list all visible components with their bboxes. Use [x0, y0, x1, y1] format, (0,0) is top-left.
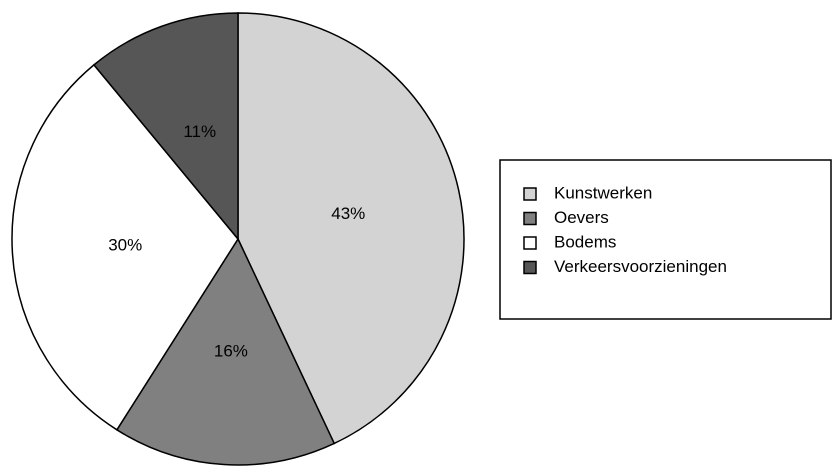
legend-label: Kunstwerken [554, 183, 652, 202]
legend-swatch [523, 211, 537, 226]
legend-label: Verkeersvoorzieningen [554, 257, 727, 276]
legend-label: Bodems [554, 232, 616, 251]
legend-swatch [523, 187, 537, 201]
legend-box [499, 159, 832, 320]
slice-label: 30% [108, 236, 142, 255]
pie-slice [11, 63, 239, 431]
legend-swatch [523, 260, 537, 275]
legend-swatch [523, 236, 537, 250]
slice-label: 16% [214, 341, 248, 360]
pie-slice [237, 12, 465, 445]
slice-label: 11% [183, 122, 216, 141]
legend-label: Oevers [554, 208, 609, 227]
pie-slice [115, 237, 336, 466]
pie-slice [92, 12, 239, 242]
slice-label: 43% [331, 204, 365, 223]
